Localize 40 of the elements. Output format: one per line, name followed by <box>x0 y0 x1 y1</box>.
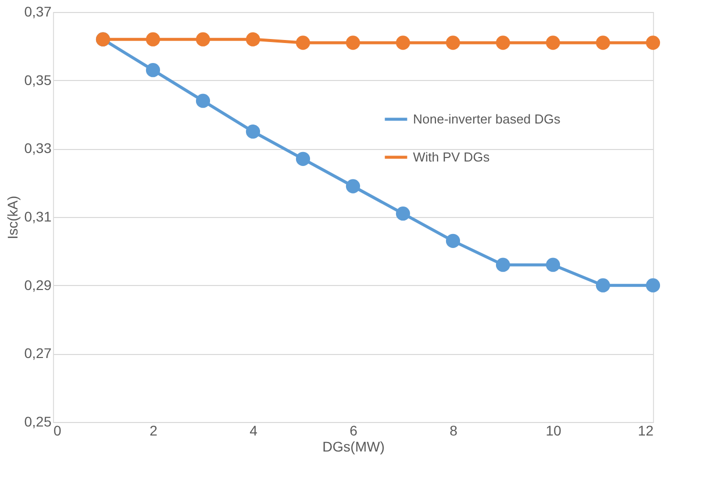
y-axis-title: Isc(kA) <box>4 196 20 240</box>
legend-label: None-inverter based DGs <box>413 111 561 126</box>
point <box>346 179 360 194</box>
y-tick-label: 0,29 <box>24 276 52 293</box>
x-tick-label: 4 <box>250 422 258 438</box>
y-tick-label: 0,25 <box>24 414 52 430</box>
point <box>296 36 310 50</box>
x-tick-label: 2 <box>150 422 158 438</box>
x-tick-label: 12 <box>638 422 654 438</box>
point <box>596 36 610 50</box>
point <box>196 94 210 108</box>
point <box>546 36 560 50</box>
point <box>446 36 460 50</box>
point <box>196 32 210 46</box>
point <box>246 124 260 139</box>
point <box>596 278 610 292</box>
x-tick-label: 10 <box>546 422 562 438</box>
point <box>646 36 660 50</box>
point <box>396 206 410 221</box>
legend-label: With PV DGs <box>413 149 490 164</box>
x-axis-title: DGs(MW) <box>322 438 385 454</box>
point <box>346 36 360 50</box>
y-tick-label: 0,33 <box>24 140 52 156</box>
y-tick-label: 0,27 <box>24 345 52 362</box>
x-tick-label: 6 <box>350 422 358 438</box>
y-tick-label: 0,35 <box>24 72 52 88</box>
y-tick-label: 0,31 <box>24 208 52 224</box>
y-tick-label: 0,37 <box>24 4 52 20</box>
point <box>496 258 510 272</box>
x-tick-label: 8 <box>450 422 458 438</box>
point <box>646 278 660 292</box>
point <box>396 36 410 50</box>
point <box>146 63 160 78</box>
point <box>246 32 260 46</box>
point <box>296 152 310 166</box>
x-tick-label: 0 <box>54 422 62 438</box>
point <box>496 36 510 50</box>
point <box>446 234 460 248</box>
point <box>546 258 560 272</box>
point <box>146 32 160 46</box>
